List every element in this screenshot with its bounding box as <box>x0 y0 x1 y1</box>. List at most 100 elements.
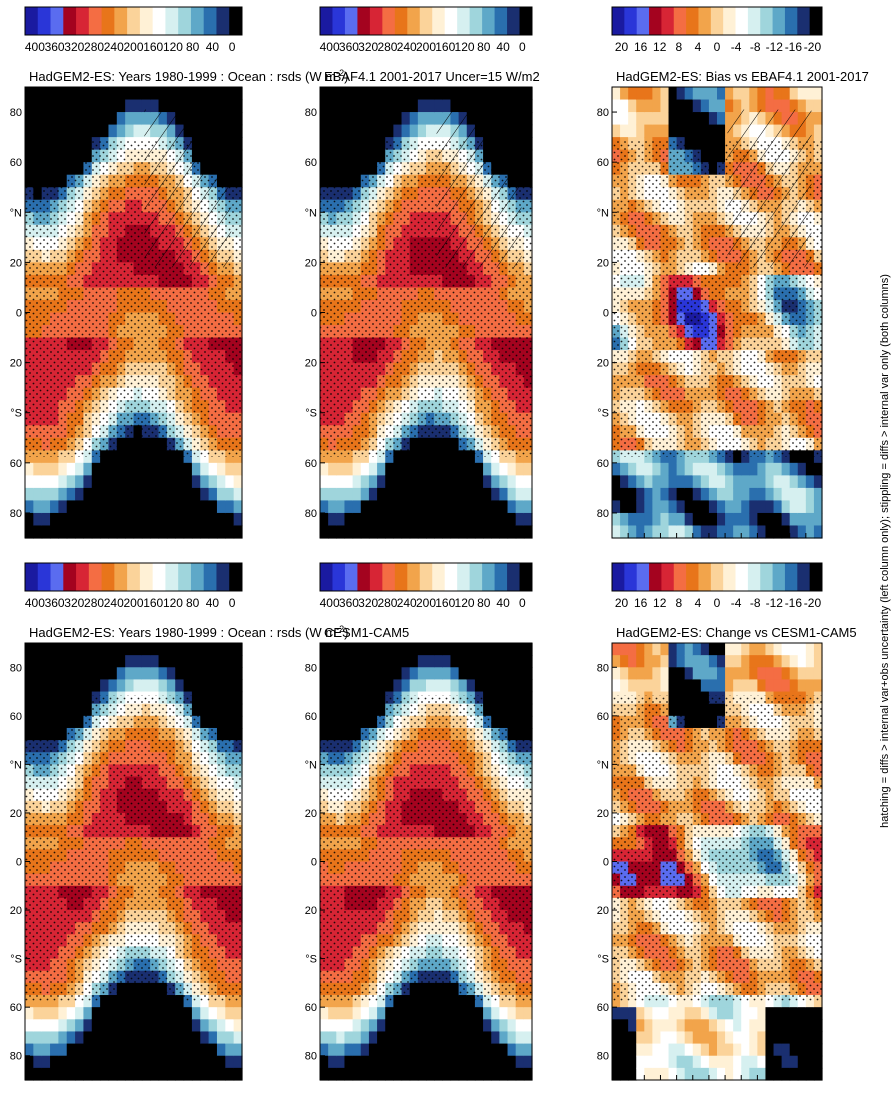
colorbar-tick-label: 280 <box>84 40 104 54</box>
heatmap-cell <box>474 512 484 527</box>
heatmap-cell <box>781 475 791 489</box>
heatmap-cell <box>491 1067 500 1081</box>
heatmap-cell <box>100 1067 110 1081</box>
heatmap-cell <box>50 995 59 1008</box>
heatmap-cell <box>368 525 378 539</box>
heatmap-cell <box>483 1007 492 1020</box>
heatmap-cell <box>336 1007 346 1020</box>
heatmap-cell <box>499 462 509 476</box>
heatmap-cell <box>692 462 702 476</box>
y-tick-label: 20 <box>305 905 317 917</box>
heatmap-cell <box>41 462 51 476</box>
colorbar-bin <box>25 563 39 591</box>
colorbar-bin <box>469 563 483 591</box>
heatmap-cell <box>612 525 621 539</box>
colorbar-bin <box>698 7 712 35</box>
colorbar-bin <box>152 563 166 591</box>
heatmap-cell <box>797 450 807 464</box>
colorbar-bin <box>165 563 179 591</box>
heatmap-cell <box>789 500 799 514</box>
heatmap-cell <box>708 450 718 464</box>
heatmap-cell <box>393 643 403 656</box>
heatmap-cell <box>417 995 427 1008</box>
heatmap-cell <box>797 99 807 113</box>
colorbar-bin <box>673 7 687 35</box>
panels-layer: 400 360 320 280 240 200 160 120 80 40 08060°N20020… <box>10 6 869 1081</box>
heatmap-cell <box>652 462 662 476</box>
heatmap-cell <box>352 462 362 476</box>
heatmap-cell <box>91 462 101 476</box>
heatmap-cell <box>765 462 775 476</box>
heatmap-cell <box>328 500 337 514</box>
heatmap-cell <box>644 124 653 138</box>
heatmap-cell <box>426 667 435 681</box>
heatmap-cell <box>676 487 686 502</box>
heatmap-cell <box>450 1019 460 1033</box>
heatmap-cell <box>58 525 68 539</box>
colorbar-bin <box>344 7 358 35</box>
heatmap-cell <box>25 655 34 668</box>
heatmap-cell <box>401 462 411 476</box>
heatmap-cell <box>360 1031 370 1045</box>
heatmap-cell <box>765 512 775 527</box>
heatmap-cell <box>100 643 110 656</box>
heatmap-cell <box>328 1067 337 1081</box>
heatmap-cell <box>668 500 678 514</box>
heatmap-cell <box>805 99 815 113</box>
heatmap-cell <box>200 1055 210 1069</box>
heatmap-cell <box>442 512 452 527</box>
heatmap-cell <box>100 462 110 476</box>
heatmap-cell <box>442 500 452 514</box>
heatmap-cell <box>41 643 51 656</box>
heatmap-cell <box>668 450 678 464</box>
heatmap-cell <box>183 655 193 668</box>
heatmap-cell <box>385 462 394 476</box>
heatmap-cell <box>225 667 235 681</box>
heatmap-cell <box>191 643 201 656</box>
heatmap-cell <box>474 1007 484 1020</box>
heatmap-cell <box>442 1007 452 1020</box>
colorbar-tick-label: 120 <box>163 596 183 610</box>
colorbar-bin <box>369 7 383 35</box>
heatmap-cell <box>450 1055 460 1069</box>
heatmap-cell <box>352 1055 362 1069</box>
heatmap-cell <box>191 512 201 527</box>
heatmap-cell <box>426 475 435 489</box>
heatmap-cell <box>360 1019 370 1033</box>
heatmap-cell <box>166 525 176 539</box>
heatmap-cell <box>158 462 168 476</box>
heatmap-cell <box>708 487 718 502</box>
y-tick-label: 60 <box>10 157 22 169</box>
heatmap-cell <box>644 525 653 539</box>
heatmap-cell <box>75 124 85 138</box>
heatmap-cell <box>474 655 484 668</box>
heatmap-cell <box>344 512 354 527</box>
heatmap-cell <box>200 655 210 668</box>
heatmap-cell <box>385 1019 394 1033</box>
heatmap-cell <box>83 667 93 681</box>
heatmap-cell <box>133 112 143 126</box>
heatmap-cell <box>385 995 394 1008</box>
heatmap-cell <box>393 500 403 514</box>
heatmap-cell <box>466 1067 476 1081</box>
heatmap-cell <box>458 450 468 464</box>
heatmap-cell <box>320 655 329 668</box>
heatmap-cell <box>377 512 386 527</box>
heatmap-cell <box>91 112 101 126</box>
heatmap-cell <box>133 1067 143 1081</box>
colorbar-bin <box>203 563 217 591</box>
heatmap-cell <box>225 462 235 476</box>
heatmap-cell <box>491 667 500 681</box>
heatmap-cell <box>58 667 68 681</box>
heatmap-cell <box>166 1043 176 1057</box>
heatmap-cell <box>491 487 500 502</box>
heatmap-cell <box>166 500 176 514</box>
heatmap-cell <box>652 112 662 126</box>
heatmap-cell <box>150 667 160 681</box>
heatmap-cell <box>393 667 403 681</box>
heatmap-cell <box>233 643 243 656</box>
heatmap-cell <box>133 1031 143 1045</box>
heatmap-cell <box>183 475 193 489</box>
heatmap-cell <box>225 1019 235 1033</box>
y-tick-label: 20 <box>10 905 22 917</box>
